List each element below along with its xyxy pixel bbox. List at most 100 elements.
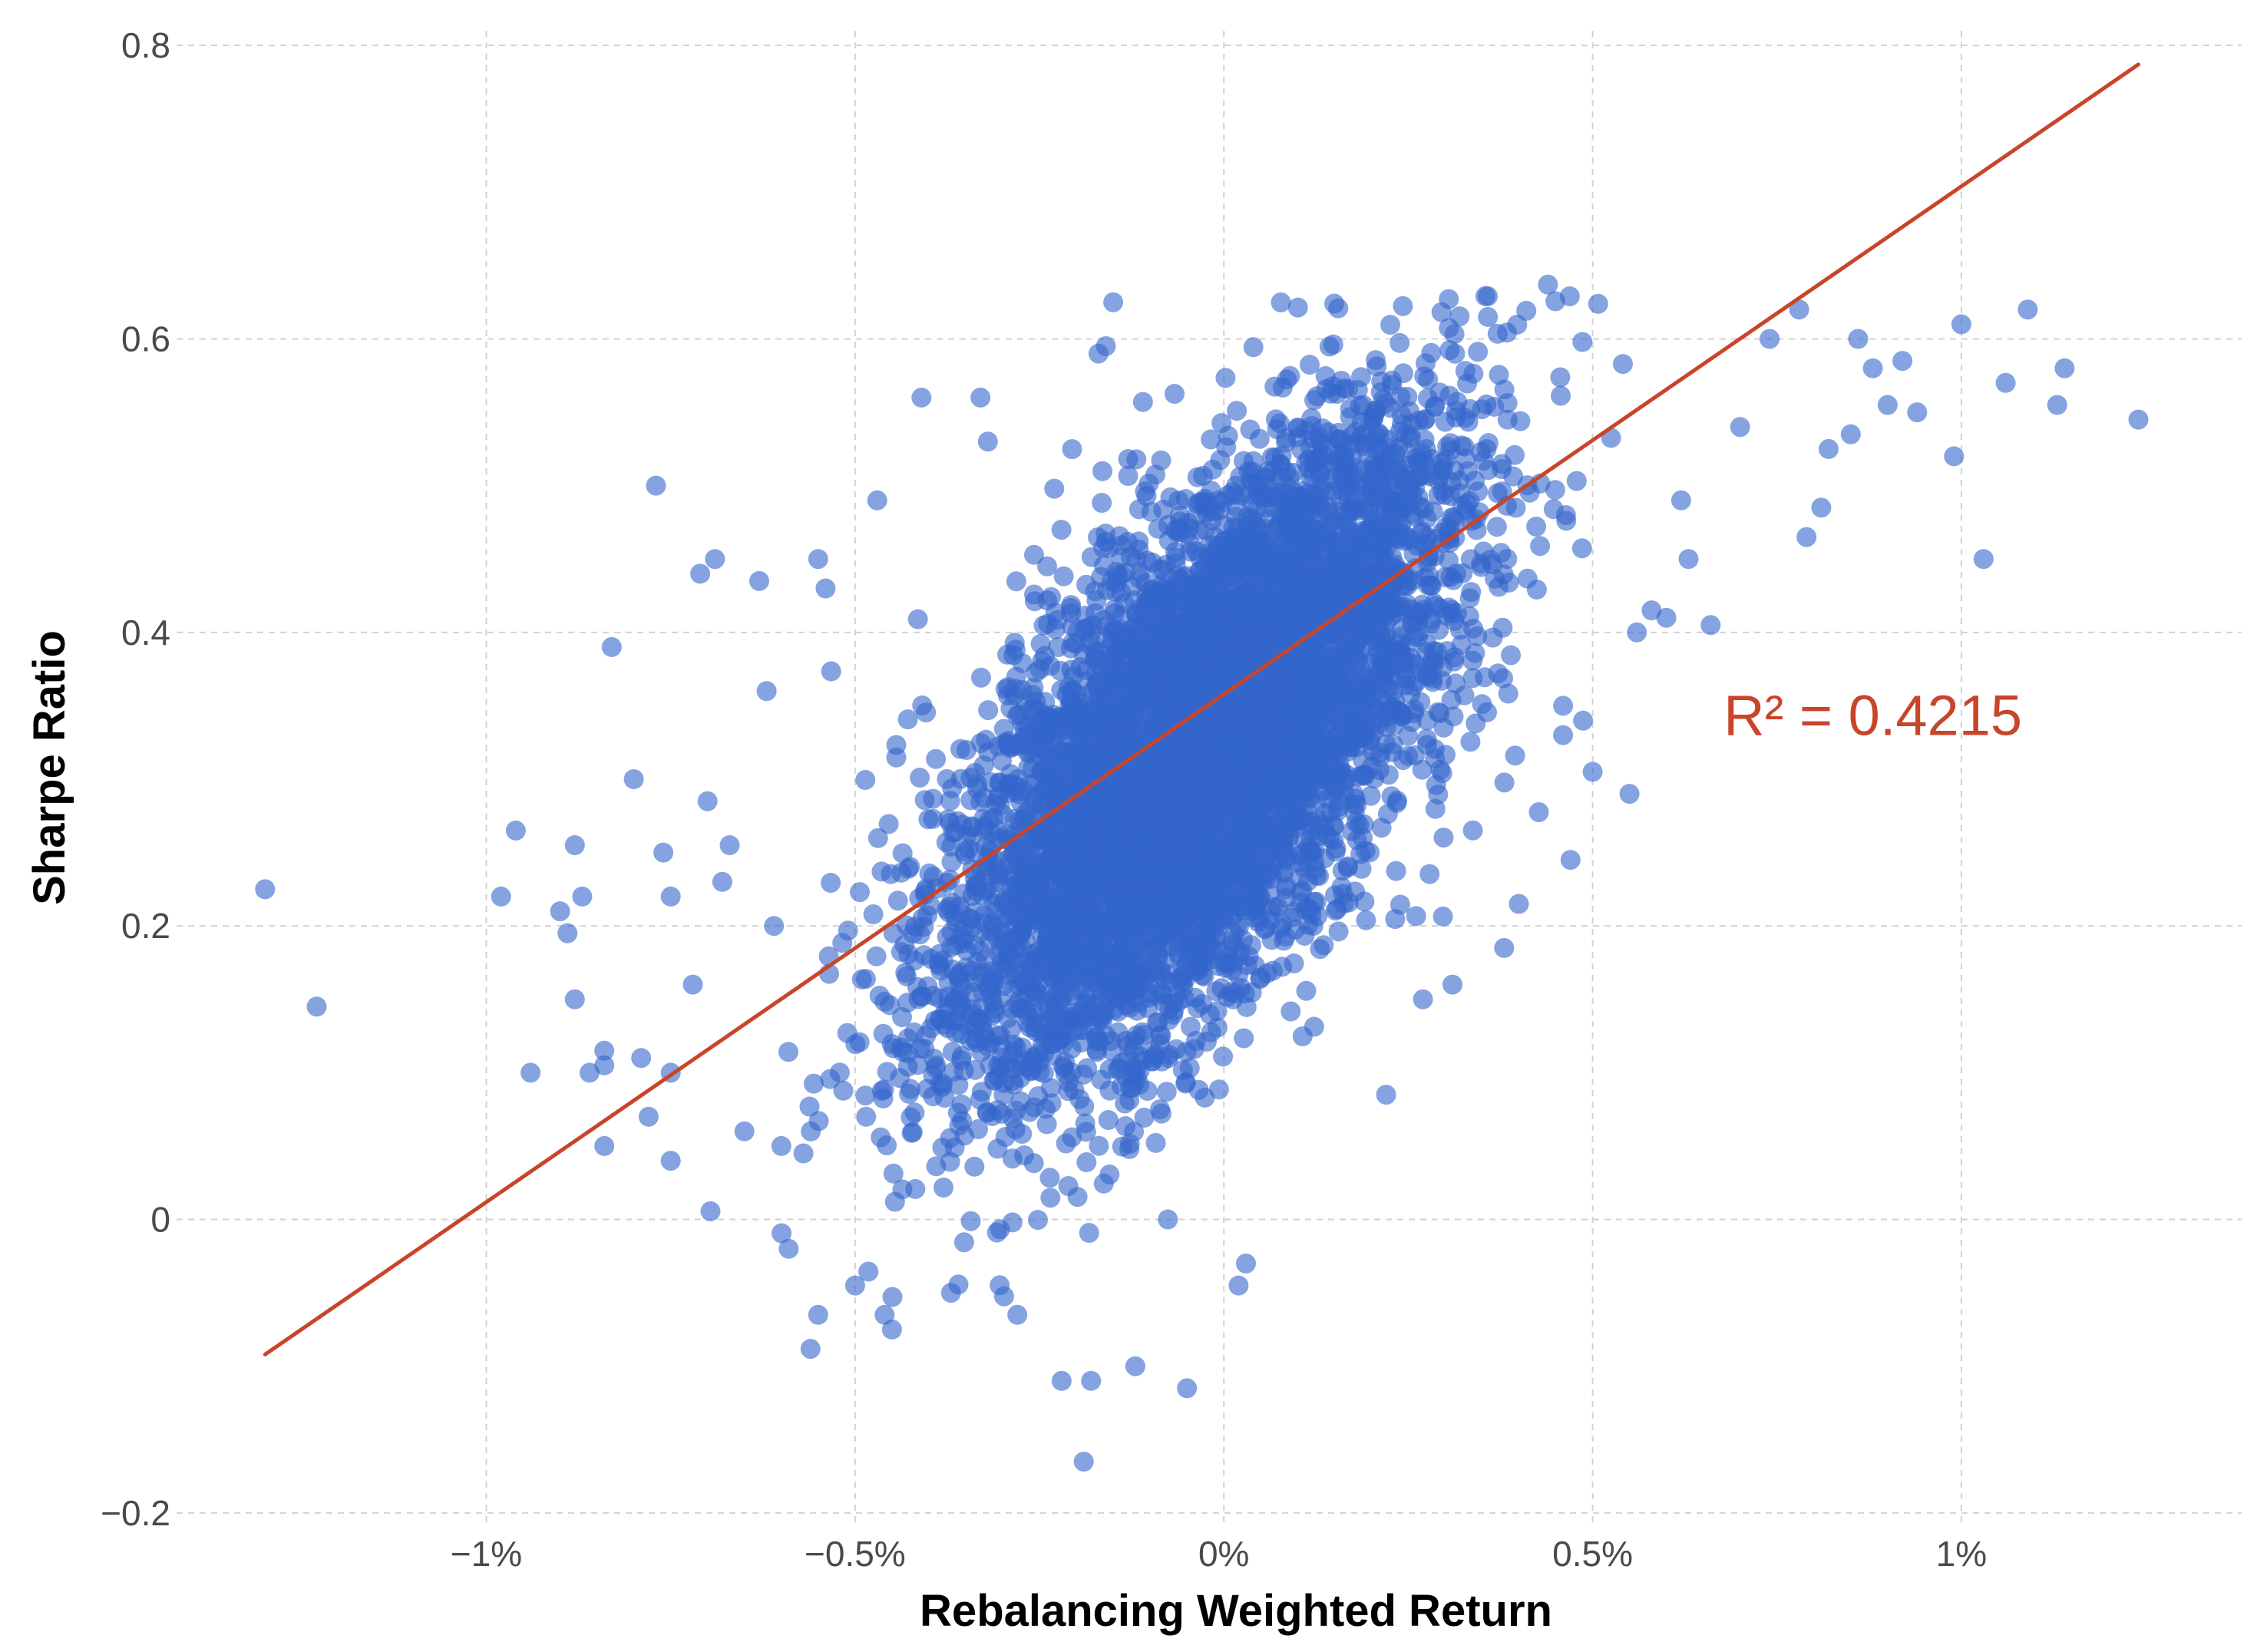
scatter-point: [1044, 478, 1065, 499]
scatter-point: [923, 986, 943, 1006]
scatter-point: [871, 1081, 892, 1101]
scatter-point: [1430, 759, 1451, 780]
scatter-point: [1505, 497, 1526, 518]
scatter-point: [1076, 1152, 1097, 1172]
scatter-point: [1128, 531, 1149, 552]
scatter-point: [1459, 606, 1479, 626]
scatter-point: [1003, 1042, 1023, 1062]
scatter-point: [987, 1138, 1008, 1159]
scatter-point: [1551, 385, 1571, 406]
scatter-point: [1328, 298, 1349, 319]
scatter-point: [1436, 745, 1456, 765]
scatter-point: [1613, 354, 1633, 375]
scatter-point: [1092, 461, 1112, 481]
scatter-point: [821, 661, 841, 682]
scatter-point: [1112, 1052, 1132, 1073]
scatter-point: [1032, 650, 1052, 671]
scatter-point: [1158, 1048, 1179, 1069]
scatter-point: [917, 1079, 937, 1099]
scatter-point: [953, 1232, 974, 1253]
scatter-point: [1423, 501, 1443, 522]
y-gridlines: [177, 45, 2242, 1514]
scatter-point: [990, 1025, 1011, 1046]
scatter-point: [934, 1178, 953, 1198]
scatter-point: [1051, 520, 1072, 540]
scatter-point: [1098, 1110, 1119, 1130]
scatter-point: [940, 791, 960, 811]
scatter-point: [1432, 670, 1452, 691]
scatter-point: [1227, 401, 1247, 421]
scatter-point: [1213, 1046, 1234, 1067]
scatter-point: [916, 1026, 937, 1046]
scatter-point: [845, 1034, 866, 1055]
scatter-point: [1572, 332, 1593, 352]
scatter-point: [1325, 841, 1346, 862]
scatter-point: [937, 768, 957, 789]
scatter-point: [1215, 368, 1236, 388]
scatter-point: [1234, 1028, 1254, 1049]
scatter-point: [1300, 355, 1320, 375]
scatter-point: [1061, 595, 1082, 616]
scatter-point: [1499, 572, 1519, 593]
scatter-point: [1498, 683, 1518, 704]
scatter-point: [1033, 1043, 1054, 1064]
scatter-point: [1175, 1072, 1196, 1092]
scatter-point: [1492, 481, 1512, 502]
scatter-point: [1385, 909, 1406, 930]
scatter-point: [899, 1083, 920, 1104]
scatter-point: [1467, 626, 1488, 646]
scatter-point: [1356, 910, 1376, 930]
scatter-point: [1571, 538, 1592, 559]
scatter-point: [867, 828, 888, 848]
scatter-point: [1425, 396, 1446, 417]
scatter-point: [1030, 633, 1051, 654]
scatter-point: [1360, 785, 1381, 806]
scatter-point: [1366, 356, 1387, 377]
scatter-point: [1037, 556, 1057, 577]
scatter-point: [1528, 802, 1549, 822]
scatter-point: [1134, 1107, 1155, 1128]
scatter-point: [1028, 1210, 1048, 1231]
scatter-point: [974, 788, 995, 808]
scatter-point: [1041, 1093, 1062, 1114]
scatter-point: [1026, 691, 1046, 712]
scatter-point: [1079, 1223, 1099, 1243]
scatter-point: [1036, 1114, 1057, 1135]
scatter-point: [829, 1062, 850, 1083]
scatter-point: [866, 946, 887, 966]
scatter-point: [1493, 668, 1513, 689]
scatter-point: [1158, 1209, 1178, 1230]
scatter-point: [863, 904, 884, 924]
scatter-point: [1354, 891, 1375, 912]
scatter-point: [1494, 772, 1515, 793]
scatter-point: [1292, 1026, 1313, 1046]
scatter-point: [907, 609, 928, 629]
scatter-point: [1486, 517, 1507, 537]
scatter-point: [1475, 667, 1495, 688]
scatter-point: [878, 814, 899, 834]
scatter-point: [1099, 1165, 1120, 1184]
scatter-point: [1559, 286, 1580, 306]
scatter-point: [1323, 376, 1343, 397]
scatter-point: [883, 1163, 904, 1184]
scatter-point: [1089, 1135, 1109, 1156]
scatter-point: [855, 770, 876, 790]
scatter-point: [926, 1156, 947, 1177]
scatter-point: [916, 702, 937, 723]
scatter-point: [871, 861, 892, 882]
scatter-point: [1271, 292, 1291, 312]
scatter-point: [1478, 306, 1499, 327]
scatter-point: [1386, 861, 1406, 881]
scatter-point: [1371, 818, 1392, 838]
scatter-point: [1526, 517, 1547, 537]
scatter-point: [1287, 297, 1308, 318]
scatter-point: [1033, 615, 1054, 636]
scatter-point: [1405, 745, 1425, 765]
scatter-point: [1062, 439, 1082, 460]
scatter-point: [1410, 692, 1431, 712]
scatter-point: [1145, 1132, 1166, 1153]
scatter-point: [1249, 428, 1270, 449]
scatter-point: [892, 1007, 912, 1027]
scatter-point: [1314, 935, 1334, 956]
scatter-point: [1277, 369, 1297, 390]
